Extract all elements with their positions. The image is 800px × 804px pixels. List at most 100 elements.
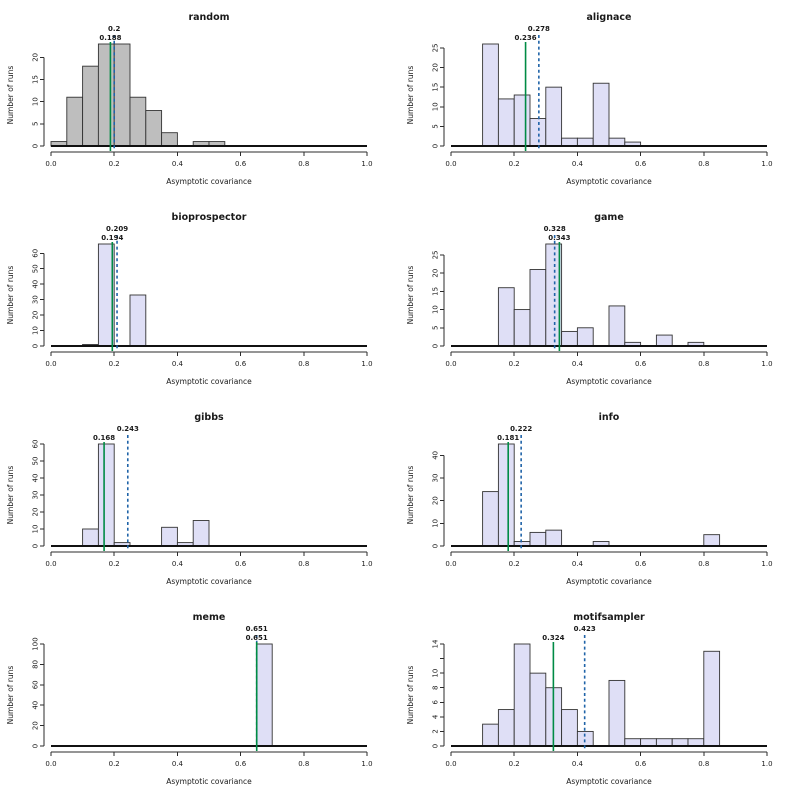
x-tick-label: 0.8 <box>298 760 309 768</box>
x-tick-label: 0.6 <box>635 760 647 768</box>
y-tick-label: 30 <box>32 295 40 304</box>
y-axis-title: Number of runs <box>6 66 15 125</box>
y-tick-label: 5 <box>32 122 40 126</box>
x-tick-label: 1.0 <box>761 760 772 768</box>
y-tick-label: 6 <box>432 700 440 705</box>
histogram-bar <box>592 82 610 147</box>
solid-line-label: 0.181 <box>497 434 519 442</box>
y-tick-label: 2 <box>432 729 440 733</box>
histogram-svg-info: info 0 10 20 30 40 Number of runs 0.0 0.2 0.4 0.6 0… <box>406 412 773 586</box>
plot-title: info <box>599 412 620 423</box>
x-axis-title: Asymptotic covariance <box>166 777 252 786</box>
x-tick-label: 0.0 <box>445 360 456 368</box>
y-tick-label: 10 <box>432 669 440 678</box>
solid-line-label: 0.168 <box>93 434 115 442</box>
histogram-bar <box>545 529 563 547</box>
x-tick-label: 0.8 <box>298 560 309 568</box>
histogram-bar <box>576 137 594 147</box>
x-tick-label: 0.0 <box>445 560 456 568</box>
y-tick-label: 60 <box>32 249 40 258</box>
x-tick-label: 0.2 <box>509 360 520 368</box>
histogram-panel: meme 0 20 40 60 80 100 Number of runs 0.0 0.2 0.4 0… <box>0 600 400 800</box>
histogram-bar <box>497 287 515 347</box>
x-tick-label: 1.0 <box>361 760 372 768</box>
y-tick-label: 20 <box>432 269 440 278</box>
x-tick-label: 1.0 <box>761 560 772 568</box>
x-tick-label: 0.2 <box>509 160 520 168</box>
histogram-bar <box>82 65 99 147</box>
histogram-panel: game 0 5 10 15 20 25 Number of runs 0.0 0.2 0.4 0.6… <box>400 200 800 400</box>
y-tick-label: 40 <box>32 280 40 289</box>
dashed-line-label: 0.209 <box>106 225 128 233</box>
histogram-svg-alignace: alignace 0 5 10 15 20 25 Number of runs 0.0 0.2 0.… <box>406 12 773 186</box>
x-axis-title: Asymptotic covariance <box>566 777 652 786</box>
x-tick-label: 0.6 <box>235 760 247 768</box>
solid-line-label: 0.194 <box>101 234 123 242</box>
histogram-panel: gibbs 0 10 20 30 40 50 60 Number of runs 0.0 0.2 0.… <box>0 400 400 600</box>
histogram-bar <box>529 531 547 547</box>
x-tick-label: 0.2 <box>109 160 120 168</box>
histogram-svg-game: game 0 5 10 15 20 25 Number of runs 0.0 0.2 0.4 0.6… <box>406 212 773 386</box>
histogram-bar <box>608 679 626 747</box>
x-tick-label: 0.0 <box>445 160 456 168</box>
plot-title: game <box>594 212 624 223</box>
histogram-panel: info 0 10 20 30 40 Number of runs 0.0 0.2 0.4 0.6 0… <box>400 400 800 600</box>
y-tick-label: 50 <box>32 264 40 273</box>
y-tick-label: 40 <box>432 451 440 460</box>
x-tick-label: 0.2 <box>109 360 120 368</box>
dashed-line-label: 0.651 <box>246 625 268 633</box>
y-tick-label: 30 <box>432 474 440 483</box>
histogram-bar <box>624 738 642 747</box>
histogram-bar <box>129 96 147 147</box>
histogram-bar <box>161 526 178 547</box>
y-tick-label: 15 <box>432 83 440 92</box>
y-tick-label: 20 <box>432 63 440 72</box>
x-axis-title: Asymptotic covariance <box>566 177 652 186</box>
histogram-svg-meme: meme 0 20 40 60 80 100 Number of runs 0.0 0.2 0.4 0… <box>6 612 373 786</box>
plot-title: alignace <box>587 12 632 23</box>
x-tick-label: 0.6 <box>635 360 647 368</box>
x-axis-title: Asymptotic covariance <box>566 377 652 386</box>
histogram-bar <box>561 330 578 347</box>
dashed-line-label: 0.278 <box>528 25 550 33</box>
y-tick-label: 0 <box>32 344 40 348</box>
histogram-bar <box>482 43 499 147</box>
y-tick-label: 20 <box>32 721 40 730</box>
y-axis-title: Number of runs <box>406 66 415 125</box>
histogram-bar <box>640 738 657 747</box>
histogram-bar <box>113 43 131 147</box>
y-tick-label: 0 <box>32 144 40 148</box>
y-axis-title: Number of runs <box>6 666 15 725</box>
y-tick-label: 40 <box>32 474 40 483</box>
histogram-bar <box>97 443 115 547</box>
y-tick-label: 80 <box>32 660 40 669</box>
y-tick-label: 14 <box>432 639 440 648</box>
dashed-line-label: 0.243 <box>117 425 139 433</box>
y-axis-title: Number of runs <box>406 266 415 325</box>
y-tick-label: 8 <box>432 685 440 689</box>
x-tick-label: 0.6 <box>635 160 647 168</box>
histogram-bar <box>97 43 115 147</box>
histogram-panel: alignace 0 5 10 15 20 25 Number of runs 0.0 0.2 0.… <box>400 0 800 200</box>
x-tick-label: 1.0 <box>761 160 772 168</box>
x-tick-label: 0.4 <box>172 360 184 368</box>
histogram-bar <box>561 137 578 147</box>
x-tick-label: 0.4 <box>172 760 184 768</box>
x-tick-label: 0.6 <box>235 560 247 568</box>
x-axis-title: Asymptotic covariance <box>166 577 252 586</box>
histogram-panel: random 0 5 10 15 20 Number of runs 0.0 0.2 0.4 0.6… <box>0 0 400 200</box>
x-tick-label: 0.8 <box>698 560 709 568</box>
histogram-bar <box>655 738 673 747</box>
histogram-bar <box>703 534 721 547</box>
histogram-svg-random: random 0 5 10 15 20 Number of runs 0.0 0.2 0.4 0.6… <box>6 12 373 186</box>
histogram-bar <box>545 86 563 147</box>
y-tick-label: 20 <box>32 508 40 517</box>
histogram-bar <box>129 294 147 347</box>
x-tick-label: 0.2 <box>109 560 120 568</box>
y-axis-title: Number of runs <box>6 466 15 525</box>
y-tick-label: 40 <box>32 701 40 710</box>
y-tick-label: 60 <box>32 680 40 689</box>
x-tick-label: 0.6 <box>235 360 247 368</box>
solid-line-label: 0.343 <box>548 234 570 242</box>
histogram-bar <box>513 309 531 347</box>
